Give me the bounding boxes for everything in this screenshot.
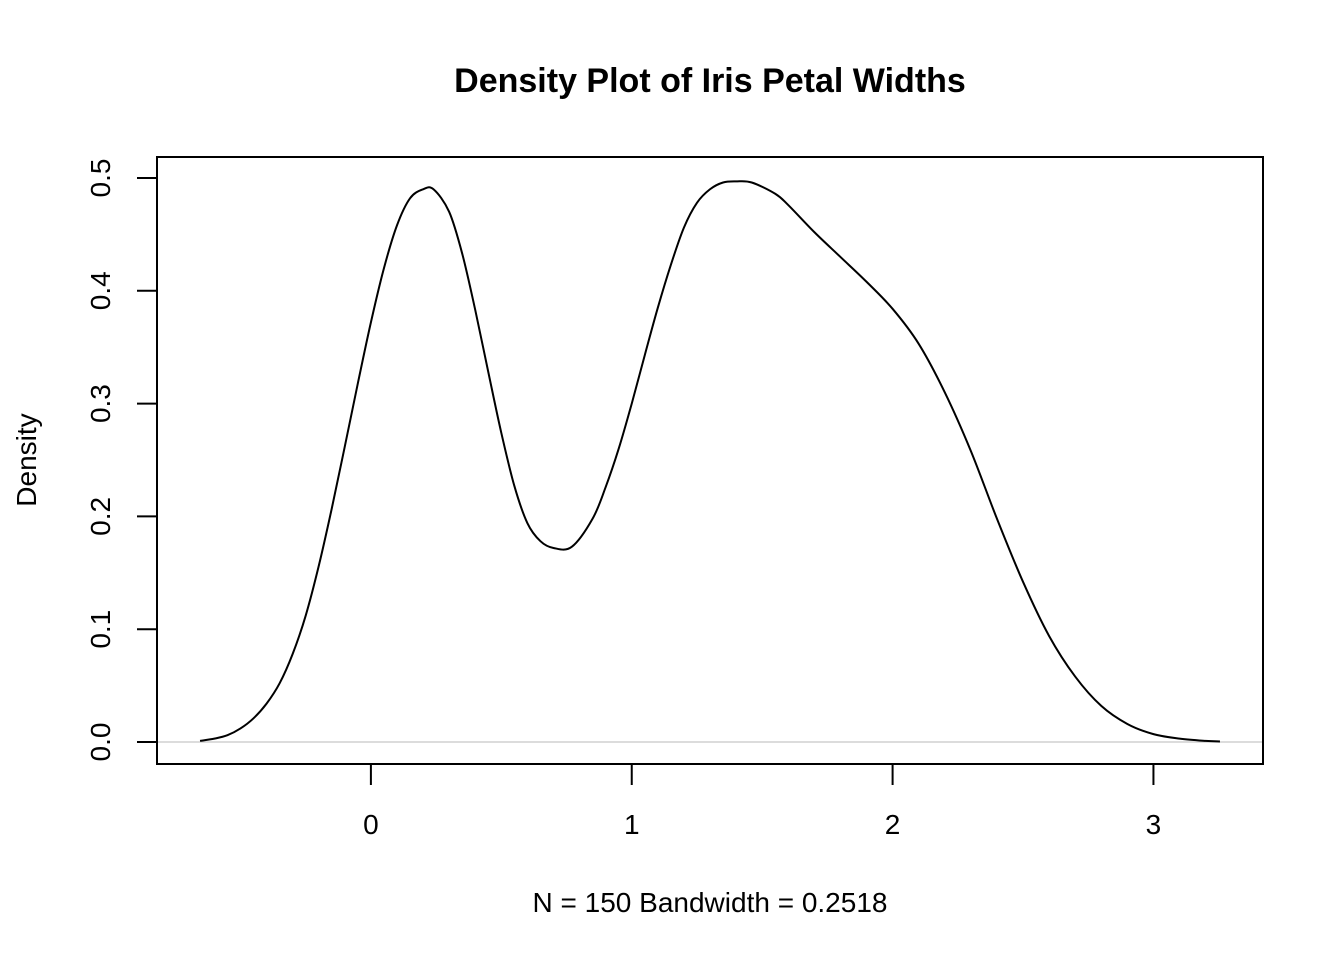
y-tick-label: 0.5: [85, 159, 116, 198]
y-tick-label: 0.4: [85, 271, 116, 310]
y-tick-label: 0.3: [85, 384, 116, 423]
x-tick-label: 2: [885, 809, 901, 840]
y-tick-label: 0.0: [85, 723, 116, 762]
x-tick-label: 0: [363, 809, 379, 840]
x-tick-label: 3: [1146, 809, 1162, 840]
density-curve: [199, 180, 1220, 743]
chart-title: Density Plot of Iris Petal Widths: [454, 62, 966, 100]
y-tick-label: 0.1: [85, 610, 116, 649]
x-axis: 0 1 2 3: [363, 763, 1162, 840]
y-tick-label: 0.2: [85, 497, 116, 536]
y-axis-label: Density: [11, 413, 42, 506]
x-tick-label: 1: [624, 809, 640, 840]
x-axis-label: N = 150 Bandwidth = 0.2518: [533, 887, 888, 918]
plot-frame: [156, 156, 1264, 765]
y-axis: 0.0 0.1 0.2 0.3 0.4 0.5: [85, 159, 158, 762]
